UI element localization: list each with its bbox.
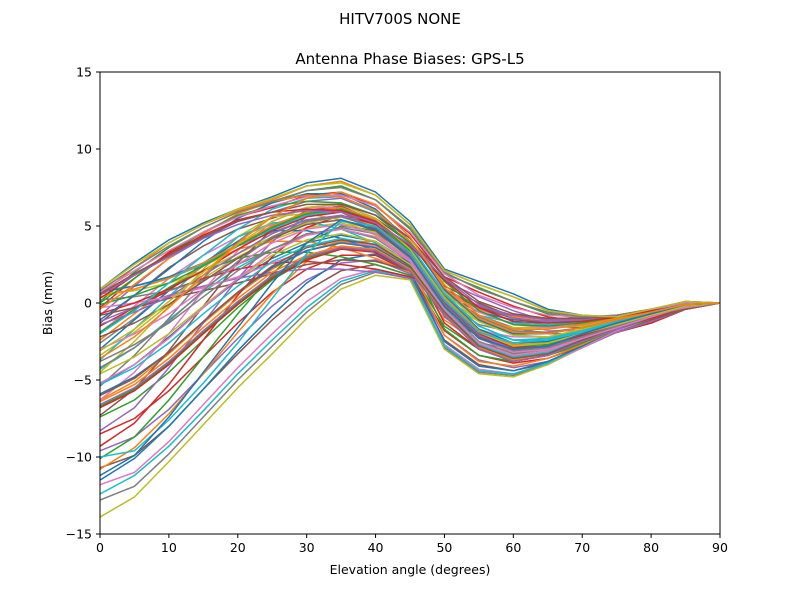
y-axis-label: Bias (mm) [40,271,55,335]
y-tick-label: 0 [84,296,92,311]
series-line-az340 [100,182,720,318]
y-tick-label: 5 [84,219,92,234]
series-line-az345 [100,220,720,458]
series-line-az290 [100,203,720,352]
x-tick-label: 80 [643,540,659,555]
y-tick-label: −10 [66,450,92,465]
series-line-az135 [100,208,720,387]
x-tick-label: 30 [299,540,315,555]
x-tick-label: 10 [161,540,177,555]
x-tick-label: 20 [230,540,246,555]
series-line-az355 [100,191,720,360]
y-axis: −15 −10 −5 0 5 10 15 [66,65,100,542]
y-tick-label: 10 [76,142,92,157]
x-tick-label: 40 [368,540,384,555]
series-line-az335 [100,186,720,318]
series-line-az350 [100,219,720,477]
chart-title: Antenna Phase Biases: GPS-L5 [295,50,524,68]
x-tick-label: 50 [436,540,452,555]
series-line-az90 [100,274,720,518]
series-line-az305 [100,194,720,330]
series-line-az270 [100,246,720,406]
figure-suptitle: HITV700S NONE [339,10,461,28]
x-axis: 0 10 20 30 40 50 60 70 80 90 [96,534,728,555]
y-tick-label: 15 [76,65,92,80]
x-tick-label: 70 [574,540,590,555]
series-layer [100,177,720,518]
x-axis-label: Elevation angle (degrees) [330,562,491,577]
x-tick-label: 0 [96,540,104,555]
series-line-az280 [100,228,720,384]
x-tick-label: 90 [712,540,728,555]
series-line-az285 [100,216,720,369]
x-tick-label: 60 [505,540,521,555]
y-tick-label: −15 [66,527,92,542]
y-tick-label: −5 [74,373,92,388]
